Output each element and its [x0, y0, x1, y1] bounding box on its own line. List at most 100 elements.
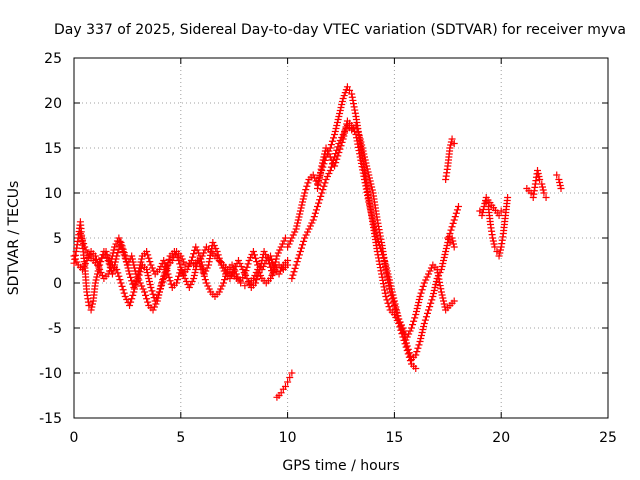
data-point [314, 181, 322, 189]
data-point [127, 298, 135, 306]
data-point [385, 276, 393, 284]
data-point [220, 279, 228, 287]
data-point [110, 246, 118, 254]
data-point [98, 272, 106, 279]
data-point [555, 176, 563, 183]
data-point [303, 182, 311, 190]
data-point [243, 275, 251, 282]
data-point [95, 262, 103, 270]
data-point [450, 216, 458, 224]
data-point [254, 272, 262, 280]
data-point [311, 209, 319, 217]
data-point [253, 258, 261, 266]
data-point [144, 272, 152, 279]
data-point [271, 258, 279, 266]
data-point [452, 209, 460, 217]
data-point [437, 288, 445, 296]
data-point [319, 156, 327, 164]
data-point [92, 276, 100, 284]
data-point [210, 242, 218, 249]
data-point [354, 143, 362, 151]
data-point [161, 269, 169, 277]
data-point [322, 144, 330, 152]
data-point [353, 134, 361, 142]
data-point [148, 264, 156, 272]
data-point [113, 266, 121, 273]
data-point [123, 296, 131, 303]
data-point [116, 237, 124, 245]
data-point [350, 100, 358, 108]
data-point [162, 266, 170, 273]
data-point [244, 278, 252, 285]
data-point [143, 266, 151, 273]
data-point [419, 326, 427, 333]
data-point [432, 278, 440, 285]
data-point [192, 243, 200, 251]
data-point [93, 273, 101, 281]
data-point [496, 246, 504, 254]
data-point [409, 321, 417, 329]
data-point [377, 267, 385, 275]
data-point [399, 324, 407, 332]
data-point [189, 253, 197, 261]
data-point [417, 289, 425, 297]
data-point [326, 153, 334, 161]
data-point [412, 311, 420, 318]
data-point [286, 237, 294, 245]
data-point [479, 206, 487, 213]
data-point [128, 277, 136, 285]
data-point [150, 267, 158, 275]
data-point [440, 300, 448, 308]
data-point [320, 153, 328, 161]
y-tick-label: 20 [44, 96, 62, 112]
data-point [385, 273, 393, 281]
y-tick-label: 10 [44, 186, 62, 202]
data-point [346, 86, 354, 94]
data-point [404, 345, 412, 353]
data-point [332, 159, 340, 167]
data-point [423, 273, 431, 281]
data-point [335, 149, 343, 156]
data-point [379, 280, 387, 288]
data-point [220, 267, 228, 275]
data-point [143, 248, 151, 255]
data-point [137, 258, 145, 266]
data-point [173, 254, 181, 261]
data-point [136, 261, 144, 269]
x-axis-label: GPS time / hours [282, 458, 399, 474]
data-point [386, 279, 394, 287]
data-point [384, 299, 392, 307]
data-point [357, 159, 365, 167]
data-point [305, 225, 313, 233]
data-point [438, 263, 446, 270]
data-point [107, 264, 115, 272]
data-point [242, 272, 250, 279]
data-point [403, 339, 411, 347]
data-point [412, 308, 420, 315]
data-point [239, 266, 247, 273]
data-point [301, 234, 309, 242]
data-point [279, 240, 287, 248]
data-point [106, 261, 114, 269]
data-point [83, 257, 91, 264]
data-point [370, 222, 378, 230]
data-point [556, 179, 564, 186]
data-point [204, 282, 212, 290]
data-point [192, 266, 200, 273]
data-point [167, 280, 175, 288]
data-point [405, 349, 413, 357]
data-point [241, 282, 249, 290]
data-point [321, 179, 329, 187]
data-point [454, 203, 462, 210]
data-point [302, 186, 310, 194]
data-point [145, 278, 153, 285]
data-point [291, 264, 299, 272]
data-point [376, 264, 384, 272]
data-point [290, 268, 298, 276]
data-point [338, 138, 346, 146]
data-point [201, 276, 209, 284]
data-point [175, 272, 183, 280]
data-point [284, 261, 292, 269]
data-point [207, 248, 215, 256]
data-point [447, 141, 455, 149]
